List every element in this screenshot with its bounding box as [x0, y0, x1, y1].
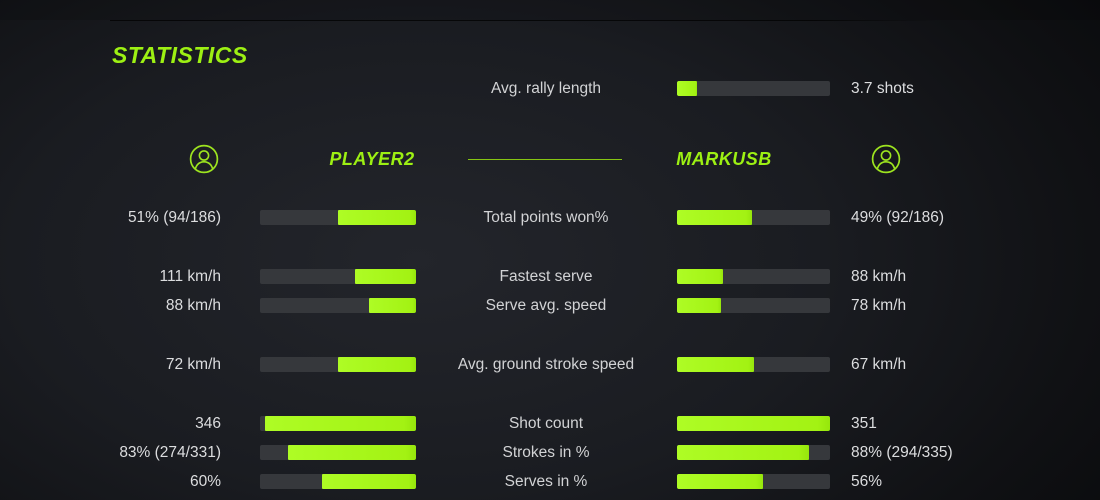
stat-label: Shot count [508, 415, 584, 432]
player-left-name: PLAYER2 [329, 149, 415, 169]
top-divider-line [110, 20, 940, 21]
players-header: PLAYER2 MARKUSB [0, 143, 1100, 175]
right-bar [677, 269, 830, 284]
stat-row-serve-avg-speed: 88 km/h Serve avg. speed 78 km/h [0, 295, 1100, 317]
left-bar [260, 210, 416, 225]
right-bar-fill [677, 298, 722, 313]
left-bar [260, 298, 416, 313]
left-bar-fill [322, 474, 416, 489]
rally-length-row: Avg. rally length 3.7 shots [0, 78, 1100, 100]
stat-label: Strokes in % [502, 444, 590, 461]
right-value: 67 km/h [851, 356, 907, 373]
right-value: 56% [851, 473, 883, 490]
stat-row-total-points: 51% (94/186) Total points won% 49% (92/1… [0, 207, 1100, 229]
right-bar [677, 416, 830, 431]
person-icon [870, 143, 902, 175]
stat-row-serves-in-pct: 60% Serves in % 56% [0, 471, 1100, 493]
left-bar-fill [264, 416, 416, 431]
right-bar-fill [677, 210, 752, 225]
left-value: 72 km/h [165, 356, 221, 373]
left-bar [260, 357, 416, 372]
rally-length-bar-fill [677, 81, 697, 96]
right-bar [677, 474, 830, 489]
rally-length-value: 3.7 shots [851, 80, 914, 97]
page-title: STATISTICS [112, 42, 248, 68]
right-bar-fill [677, 416, 830, 431]
left-bar [260, 269, 416, 284]
right-value: 351 [851, 415, 877, 432]
right-bar [677, 445, 830, 460]
stat-row-shot-count: 346 Shot count 351 [0, 413, 1100, 435]
stat-row-strokes-in-pct: 83% (274/331) Strokes in % 88% (294/335) [0, 442, 1100, 464]
right-bar-fill [677, 474, 763, 489]
left-value: 346 [195, 415, 221, 432]
stat-label: Fastest serve [499, 268, 593, 285]
top-shade [0, 0, 1100, 20]
right-value: 78 km/h [851, 297, 907, 314]
right-value: 49% (92/186) [851, 209, 945, 226]
left-value: 60% [189, 473, 221, 490]
left-bar-fill [355, 269, 416, 284]
stat-row-ground-stroke-speed: 72 km/h Avg. ground stroke speed 67 km/h [0, 354, 1100, 376]
left-bar [260, 416, 416, 431]
left-bar-fill [369, 298, 416, 313]
header-divider-line [468, 159, 622, 160]
rally-length-bar [677, 81, 830, 96]
person-icon [188, 143, 220, 175]
left-bar-fill [288, 445, 416, 460]
left-value: 83% (274/331) [119, 444, 221, 461]
right-value: 88% (294/335) [851, 444, 953, 461]
player-right-name: MARKUSB [676, 149, 772, 169]
stat-label: Serve avg. speed [485, 297, 607, 314]
left-value: 111 km/h [159, 268, 221, 285]
rally-length-label: Avg. rally length [491, 80, 601, 97]
stat-label: Total points won% [483, 209, 609, 226]
right-bar-fill [677, 445, 809, 460]
right-bar-fill [677, 269, 723, 284]
right-bar-fill [677, 357, 754, 372]
left-bar [260, 474, 416, 489]
stat-label: Avg. ground stroke speed [457, 356, 635, 373]
right-bar [677, 210, 830, 225]
right-bar [677, 298, 830, 313]
right-bar [677, 357, 830, 372]
left-bar [260, 445, 416, 460]
right-value: 88 km/h [851, 268, 907, 285]
left-bar-fill [338, 210, 416, 225]
left-bar-fill [338, 357, 416, 372]
left-value: 88 km/h [165, 297, 221, 314]
stat-label: Serves in % [504, 473, 588, 490]
stat-row-fastest-serve: 111 km/h Fastest serve 88 km/h [0, 266, 1100, 288]
left-value: 51% (94/186) [127, 209, 221, 226]
